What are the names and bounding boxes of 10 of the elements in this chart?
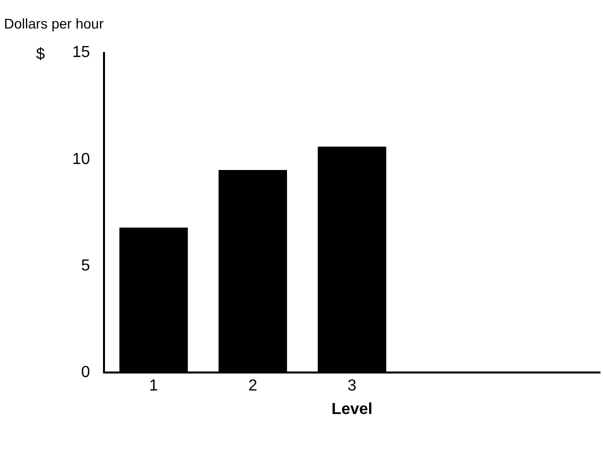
y-tick-label: 10 xyxy=(72,150,90,168)
x-tick-label: 2 xyxy=(248,378,258,395)
y-tick-label: 5 xyxy=(81,257,90,274)
x-tick-label: 1 xyxy=(149,378,158,395)
y-tick-label: 0 xyxy=(81,364,90,382)
y-tick-label: 15 xyxy=(72,44,90,62)
x-axis-title: Level xyxy=(332,400,372,418)
y-axis-title: $ xyxy=(36,46,45,64)
x-tick-label: 3 xyxy=(348,378,357,395)
chart-title: Dollars per hour xyxy=(4,15,104,32)
